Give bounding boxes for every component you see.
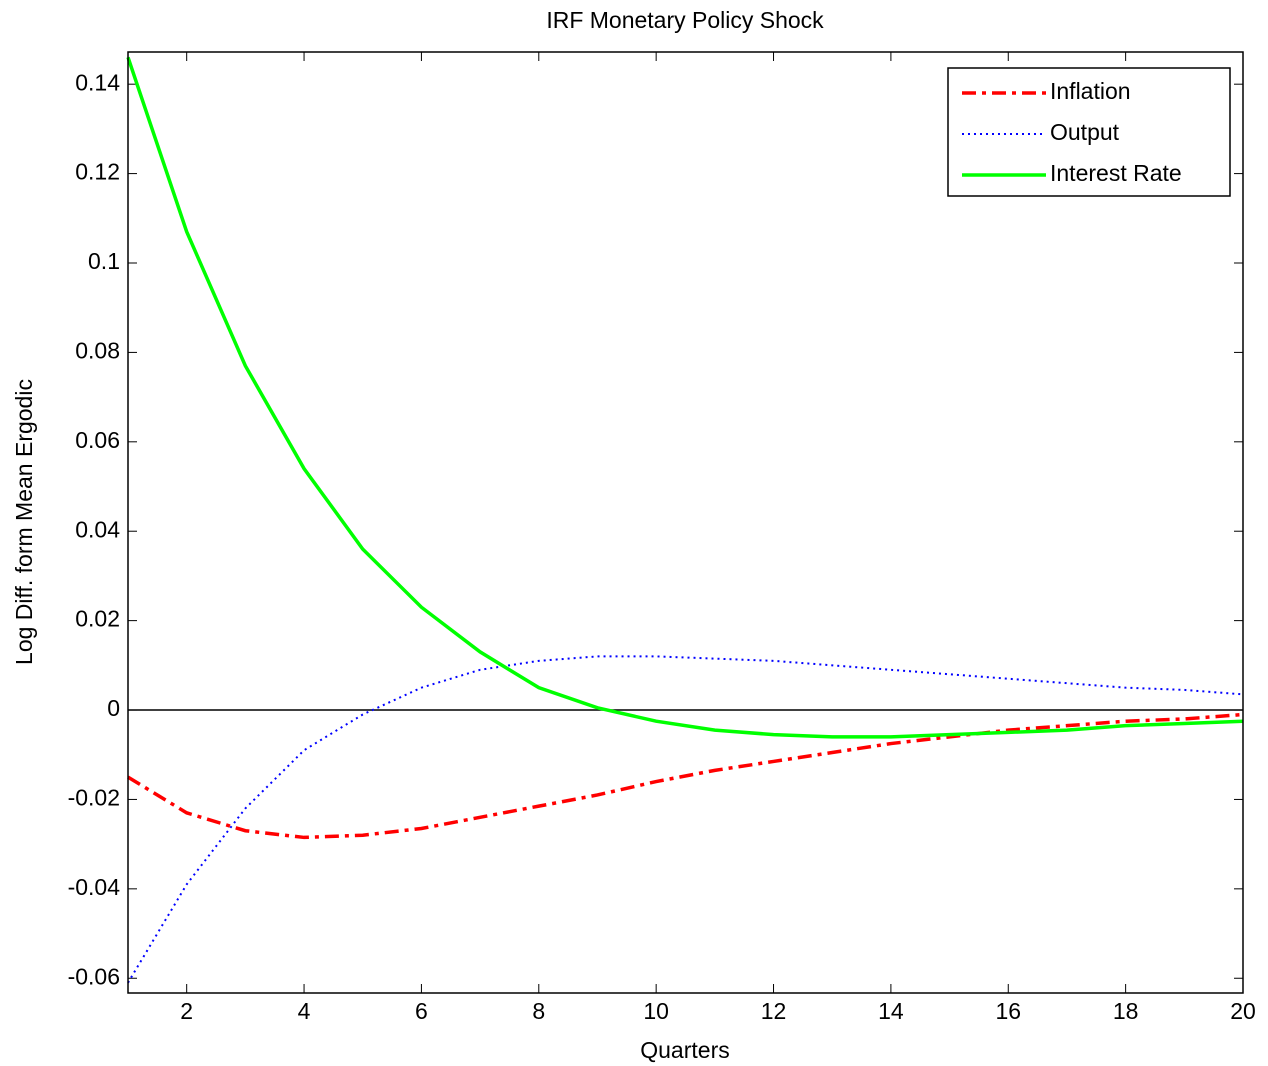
y-tick-label: -0.02 — [68, 785, 120, 811]
y-tick-label: 0.08 — [75, 337, 120, 363]
legend-label: Inflation — [1050, 78, 1131, 104]
series-line — [126, 56, 1244, 739]
y-tick-label: 0 — [107, 695, 120, 721]
x-tick-label: 16 — [995, 998, 1021, 1024]
x-tick-label: 6 — [415, 998, 428, 1024]
y-tick-label: 0.02 — [75, 606, 120, 632]
y-tick-label: 0.04 — [75, 516, 120, 542]
y-tick-label: 0.14 — [75, 69, 120, 95]
x-tick-label: 12 — [761, 998, 787, 1024]
legend-label: Output — [1050, 119, 1120, 145]
y-axis-label: Log Diff. form Mean Ergodic — [11, 379, 37, 665]
plot-frame — [127, 51, 1244, 994]
series-line — [127, 712, 1244, 840]
x-axis-label: Quarters — [640, 1037, 729, 1063]
x-tick-label: 10 — [643, 998, 669, 1024]
y-tick-label: 0.1 — [88, 248, 120, 274]
y-tick-label: -0.06 — [68, 963, 120, 989]
y-tick-label: 0.12 — [75, 159, 120, 185]
x-tick-label: 14 — [878, 998, 904, 1024]
y-tick-label: -0.04 — [68, 874, 121, 900]
x-tick-label: 18 — [1113, 998, 1139, 1024]
x-tick-label: 2 — [180, 998, 193, 1024]
legend-label: Interest Rate — [1050, 160, 1182, 186]
x-tick-label: 4 — [298, 998, 311, 1024]
x-tick-label: 20 — [1230, 998, 1256, 1024]
y-tick-label: 0.06 — [75, 427, 120, 453]
x-tick-label: 8 — [532, 998, 545, 1024]
chart-title: IRF Monetary Policy Shock — [546, 7, 824, 33]
